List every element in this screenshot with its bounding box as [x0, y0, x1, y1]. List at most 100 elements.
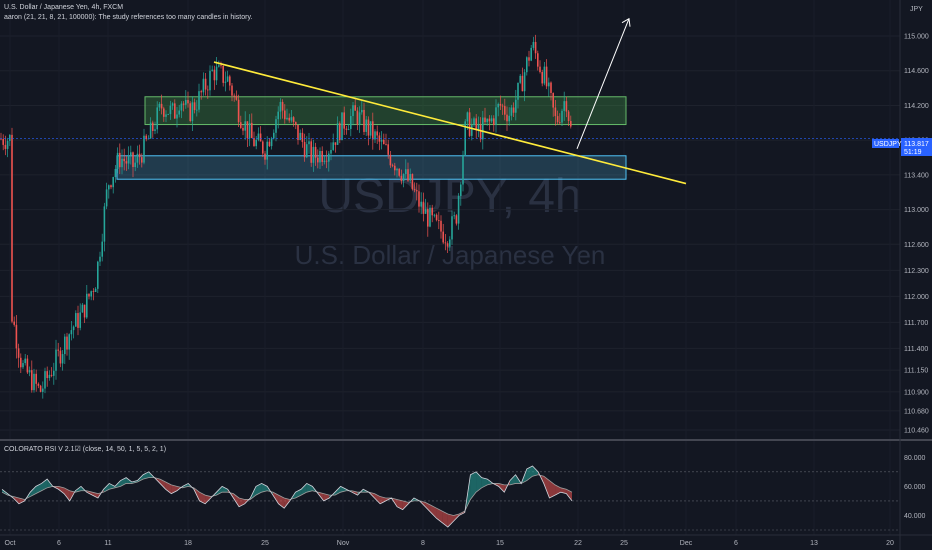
candle — [363, 109, 365, 132]
y-tick-label: 110.460 — [904, 428, 929, 435]
candle — [0, 138, 2, 140]
candle — [334, 142, 337, 145]
candle — [33, 373, 35, 391]
chart-title[interactable]: U.S. Dollar / Japanese Yen, 4h, FXCM — [4, 4, 124, 11]
symbol-tag-label: USDJPY — [874, 141, 902, 148]
candle — [178, 110, 180, 115]
candle — [314, 146, 317, 158]
candle — [281, 101, 284, 111]
candle — [394, 165, 396, 171]
rsi-fill-segment — [380, 496, 386, 504]
price-tag-value: 113.817 — [904, 141, 929, 148]
candle — [90, 291, 92, 297]
candle — [361, 109, 363, 113]
x-tick-label: 13 — [810, 540, 818, 547]
candle — [44, 371, 46, 389]
candle — [97, 261, 99, 289]
y-tick-label: 111.400 — [904, 346, 928, 353]
candle — [383, 139, 385, 145]
candle — [306, 144, 308, 158]
y-tick-label: 112.000 — [904, 294, 929, 301]
candle — [438, 220, 440, 221]
candle — [543, 66, 546, 84]
support-zone[interactable] — [116, 155, 627, 180]
candle — [204, 78, 207, 90]
candle — [244, 121, 246, 131]
candle — [158, 103, 161, 108]
candle — [235, 95, 238, 100]
candle — [169, 105, 172, 115]
candle — [255, 139, 257, 147]
x-tick-label: 18 — [184, 540, 192, 547]
rsi-fill-segment — [402, 500, 409, 510]
y-tick-label: 113.400 — [904, 172, 929, 179]
rsi-fill-segment — [566, 489, 572, 501]
candle — [59, 350, 62, 364]
candle — [61, 354, 64, 364]
candle — [312, 146, 315, 163]
rsi-fill-segment — [205, 495, 211, 504]
candle — [4, 144, 7, 149]
candle — [506, 114, 508, 122]
rsi-fill-segment — [442, 511, 448, 528]
candle — [468, 112, 471, 136]
candle — [325, 160, 328, 162]
candle — [308, 141, 310, 145]
candle — [292, 117, 295, 123]
candle — [317, 157, 319, 163]
candle — [488, 118, 491, 122]
candle — [187, 99, 189, 104]
candle — [495, 107, 497, 125]
rsi-fill-segment — [301, 483, 307, 496]
candle — [132, 152, 134, 168]
candle — [519, 75, 521, 83]
resistance-zone[interactable] — [144, 96, 627, 126]
candle — [389, 154, 392, 166]
candle — [200, 91, 202, 93]
candle — [26, 358, 29, 373]
candle — [75, 313, 77, 327]
candle — [39, 385, 42, 392]
candle — [295, 122, 297, 125]
candle — [532, 41, 535, 48]
candle — [138, 153, 141, 158]
rsi-axis[interactable]: 80.000 60.000 40.000 — [904, 455, 926, 520]
candle — [367, 119, 370, 136]
candle — [545, 66, 548, 87]
rsi-tick-label: 80.000 — [904, 455, 926, 462]
candle — [64, 336, 66, 355]
candle — [570, 121, 572, 127]
candle — [444, 242, 447, 244]
candle — [303, 141, 306, 158]
price-axis[interactable]: 115.000114.600114.200113.800113.400113.0… — [904, 34, 929, 435]
trendline[interactable] — [213, 61, 687, 185]
candle — [279, 101, 282, 112]
candle — [53, 370, 55, 376]
candle — [24, 358, 26, 364]
y-tick-label: 112.300 — [904, 268, 929, 275]
rsi-fill — [2, 466, 572, 528]
candle — [521, 75, 524, 92]
candle — [86, 293, 88, 318]
candle — [108, 185, 110, 190]
rsi-tick-label: 40.000 — [904, 513, 926, 520]
rsi-fill-segment — [498, 483, 505, 493]
candle — [176, 114, 178, 119]
candle — [55, 349, 57, 371]
rsi-fill-segment — [543, 476, 550, 498]
candle — [385, 144, 387, 145]
rsi-fill-segment — [509, 474, 516, 485]
y-tick-label: 111.700 — [904, 320, 928, 327]
y-tick-label: 112.600 — [904, 242, 929, 249]
candle — [541, 71, 543, 84]
candle — [48, 374, 51, 379]
time-axis[interactable]: Oct 6 11 18 25 Nov 8 15 22 25 Dec 6 13 20 — [5, 540, 894, 547]
candle — [77, 313, 79, 328]
study-warning[interactable]: aaron (21, 21, 8, 21, 100000): The study… — [4, 14, 253, 21]
candle — [211, 69, 213, 71]
projection-arrow[interactable] — [576, 18, 630, 150]
candle — [121, 158, 123, 168]
candle — [160, 103, 163, 109]
indicator-label[interactable]: COLORATO RSI V 2.1☑ (close, 14, 50, 1, 5… — [4, 446, 167, 453]
candle — [479, 124, 482, 140]
